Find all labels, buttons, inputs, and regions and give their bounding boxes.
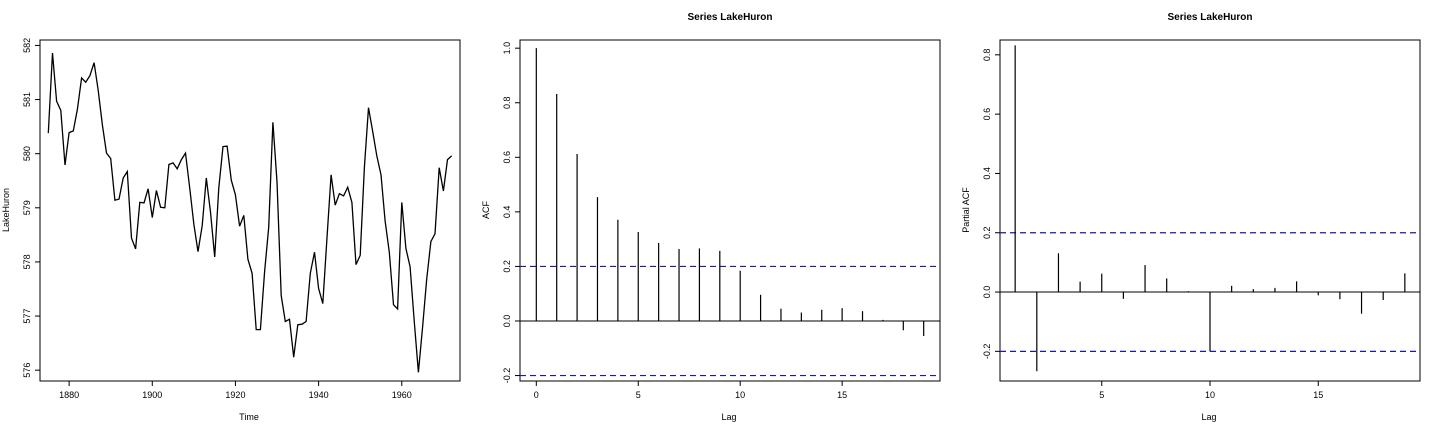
y-tick-label: 579	[22, 200, 32, 215]
y-tick-label: 0.2	[982, 226, 992, 239]
chart-title: Series LakeHuron	[687, 12, 772, 23]
y-tick-label: 0.8	[502, 96, 512, 109]
y-tick-label: 581	[22, 92, 32, 107]
y-tick-label: -0.2	[982, 344, 992, 360]
x-tick-label: 10	[1205, 390, 1215, 400]
y-tick-label: 0.0	[502, 315, 512, 328]
y-tick-label: 580	[22, 146, 32, 161]
acf-chart: Series LakeHuron 0 5 10 15 -0.2 0.0 0.2 0.4 0.6…	[481, 12, 941, 422]
y-tick-label: 0.6	[982, 108, 992, 121]
plot-marks	[1000, 45, 1420, 372]
x-axis-label: Time	[239, 412, 259, 422]
x-axis: 1880 1900 1920 1940 1960	[59, 381, 412, 400]
y-tick-label: 0.4	[502, 206, 512, 219]
lakehuron-series-line	[47, 52, 453, 373]
x-axis-label: Lag	[1201, 412, 1216, 422]
y-tick-label: 0.8	[982, 49, 992, 62]
y-tick-label: 578	[22, 254, 32, 269]
chart-title: Series LakeHuron	[1167, 12, 1252, 23]
x-tick-label: 0	[534, 390, 539, 400]
y-tick-label: 0.2	[502, 260, 512, 273]
x-tick-label: 5	[636, 390, 641, 400]
y-axis: -0.2 0.0 0.2 0.4 0.6 0.8 1.0	[502, 42, 520, 383]
x-tick-label: 1880	[59, 390, 79, 400]
lakehuron-time-series-chart: 1880 1900 1920 1940 1960 5765775785795805815…	[1, 38, 461, 422]
x-tick-label: 15	[1313, 390, 1323, 400]
x-tick-label: 1900	[142, 390, 162, 400]
x-tick-label: 1920	[225, 390, 245, 400]
x-axis: 5 10 15	[1099, 381, 1323, 400]
y-tick-label: 582	[22, 38, 32, 53]
y-tick-label: 0.6	[502, 151, 512, 164]
pacf-chart: Series LakeHuron 5 10 15 -0.2 0.0 0.2 0.4 0.6 0…	[961, 12, 1421, 422]
y-axis: -0.2 0.0 0.2 0.4 0.6 0.8	[982, 49, 1000, 360]
plot-marks	[47, 52, 453, 373]
x-tick-label: 1940	[309, 390, 329, 400]
y-tick-label: 1.0	[502, 42, 512, 55]
y-tick-label: 0.4	[982, 167, 992, 180]
y-axis-label: Partial ACF	[961, 187, 971, 233]
y-axis: 576 577 578 579 580 581 582	[22, 38, 40, 378]
x-tick-label: 15	[837, 390, 847, 400]
plot-marks	[520, 48, 940, 377]
y-tick-label: 576	[22, 363, 32, 378]
y-axis-label: LakeHuron	[1, 188, 11, 232]
plot-frame	[39, 39, 461, 382]
x-tick-label: 1960	[392, 390, 412, 400]
plot-frame	[519, 39, 941, 382]
x-tick-label: 10	[735, 390, 745, 400]
y-axis-label: ACF	[481, 200, 491, 219]
y-tick-label: 577	[22, 309, 32, 324]
y-tick-label: 0.0	[982, 286, 992, 299]
x-axis: 0 5 10 15	[534, 381, 847, 400]
x-axis-label: Lag	[721, 412, 736, 422]
x-tick-label: 5	[1099, 390, 1104, 400]
y-tick-label: -0.2	[502, 368, 512, 384]
